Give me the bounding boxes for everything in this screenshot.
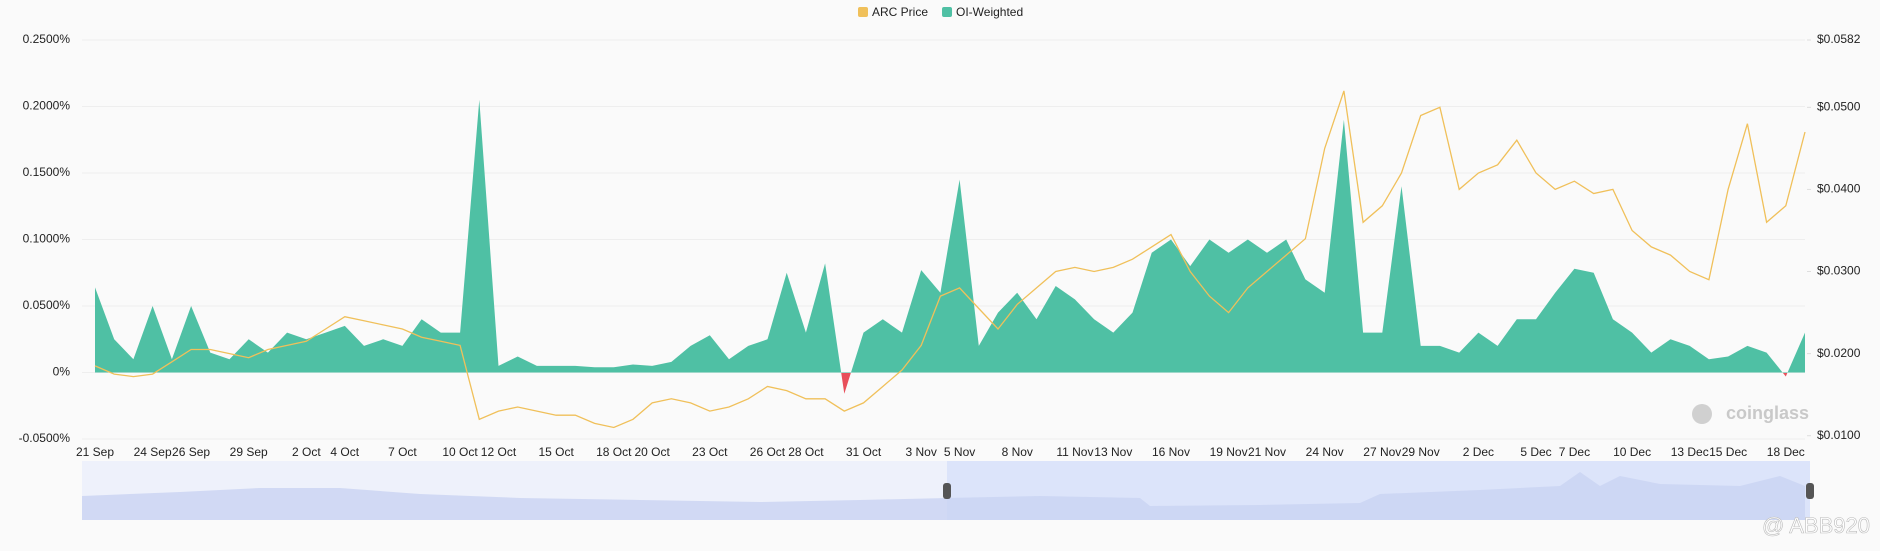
- y-tick-label: 0.0500%: [23, 298, 71, 312]
- watermark-logo: [1692, 404, 1712, 424]
- navigator[interactable]: [82, 461, 1814, 520]
- x-tick-label: 10 Oct: [442, 445, 478, 459]
- x-tick-label: 23 Oct: [692, 445, 728, 459]
- y-tick-label: -0.0500%: [19, 431, 71, 445]
- y2-tick-label: $0.0400: [1817, 182, 1861, 196]
- y-tick-label: 0.2000%: [23, 99, 71, 113]
- x-tick-label: 21 Nov: [1248, 445, 1286, 459]
- y-tick-label: 0.1500%: [23, 165, 71, 179]
- x-tick-label: 4 Oct: [330, 445, 359, 459]
- legend-swatch: [942, 7, 953, 17]
- x-tick-label: 7 Oct: [388, 445, 417, 459]
- y-tick-label: 0.2500%: [23, 32, 71, 46]
- navigator-handle[interactable]: [1806, 483, 1814, 499]
- x-tick-label: 16 Nov: [1152, 445, 1190, 459]
- y2-tick-label: $0.0500: [1817, 99, 1861, 113]
- x-tick-label: 29 Nov: [1402, 445, 1440, 459]
- x-tick-label: 13 Nov: [1094, 445, 1132, 459]
- x-tick-label: 8 Nov: [1002, 445, 1033, 459]
- legend-label: ARC Price: [872, 5, 928, 19]
- x-tick-label: 24 Sep: [134, 445, 172, 459]
- watermark: coinglass: [1726, 403, 1809, 423]
- y2-tick-label: $0.0300: [1817, 264, 1861, 278]
- x-tick-label: 27 Nov: [1363, 445, 1401, 459]
- y2-tick-label: $0.0582: [1817, 32, 1861, 46]
- x-tick-label: 15 Dec: [1709, 445, 1747, 459]
- x-tick-label: 24 Nov: [1306, 445, 1344, 459]
- legend-swatch: [858, 7, 868, 17]
- watermark: @ ABB920: [1762, 513, 1870, 538]
- x-tick-label: 11 Nov: [1056, 445, 1093, 459]
- x-tick-label: 28 Oct: [788, 445, 824, 459]
- y-tick-label: 0%: [53, 365, 71, 379]
- x-tick-label: 10 Dec: [1613, 445, 1651, 459]
- x-tick-label: 31 Oct: [846, 445, 882, 459]
- y-tick-label: 0.1000%: [23, 232, 71, 246]
- x-tick-label: 13 Dec: [1671, 445, 1709, 459]
- x-tick-label: 5 Dec: [1520, 445, 1551, 459]
- x-tick-label: 7 Dec: [1559, 445, 1590, 459]
- x-tick-label: 15 Oct: [538, 445, 574, 459]
- x-tick-label: 12 Oct: [481, 445, 517, 459]
- funding-area: [95, 99, 1805, 373]
- price-line: [94, 90, 1806, 429]
- x-tick-label: 2 Oct: [292, 445, 321, 459]
- x-tick-label: 19 Nov: [1210, 445, 1248, 459]
- legend-label: OI-Weighted: [956, 5, 1023, 19]
- navigator-handle[interactable]: [943, 483, 951, 499]
- x-tick-label: 26 Oct: [750, 445, 786, 459]
- x-tick-label: 21 Sep: [76, 445, 114, 459]
- y2-tick-label: $0.0100: [1817, 428, 1861, 442]
- x-tick-label: 5 Nov: [944, 445, 975, 459]
- x-tick-label: 18 Dec: [1767, 445, 1805, 459]
- x-tick-label: 3 Nov: [906, 445, 937, 459]
- x-tick-label: 20 Oct: [635, 445, 671, 459]
- x-tick-label: 2 Dec: [1463, 445, 1494, 459]
- x-tick-label: 18 Oct: [596, 445, 632, 459]
- y2-tick-label: $0.0200: [1817, 346, 1861, 360]
- x-tick-label: 26 Sep: [172, 445, 210, 459]
- x-tick-label: 29 Sep: [230, 445, 268, 459]
- navigator-area: [82, 472, 1805, 520]
